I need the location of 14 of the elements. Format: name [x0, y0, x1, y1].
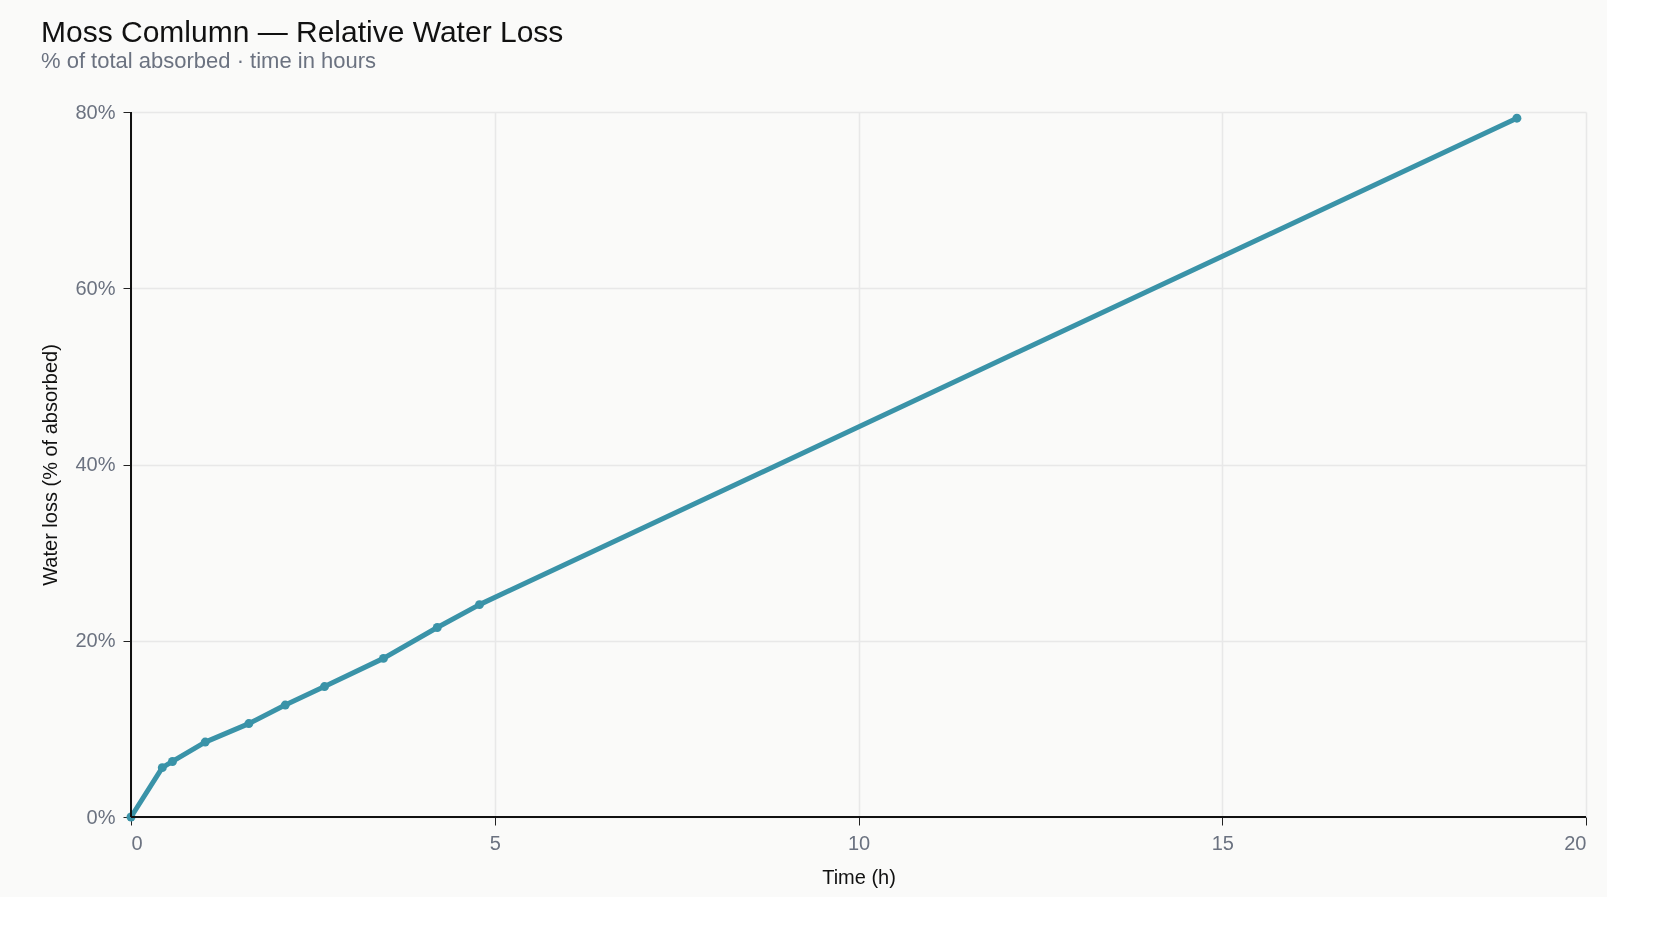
y-tick-label: 80%: [75, 100, 116, 123]
y-axis-title: Water loss (% of absorbed): [39, 344, 62, 586]
chart-title: Moss Comlumn — Relative Water Loss: [40, 15, 564, 48]
x-tick-label: 20: [1564, 831, 1587, 854]
y-tick-label: 60%: [75, 276, 116, 299]
x-tick-label: 10: [847, 831, 871, 854]
y-tick-label: 20%: [75, 629, 116, 652]
x-tick-label: 0: [131, 831, 143, 854]
y-tick-label: 40%: [75, 453, 116, 475]
x-axis-title: Time (h): [822, 865, 896, 888]
chart-subtitle: % of total absorbed · time in hours: [40, 48, 377, 73]
x-tick-label: 5: [489, 831, 501, 854]
y-tick-label: 0%: [86, 805, 116, 828]
x-tick-label: 15: [1211, 831, 1234, 854]
